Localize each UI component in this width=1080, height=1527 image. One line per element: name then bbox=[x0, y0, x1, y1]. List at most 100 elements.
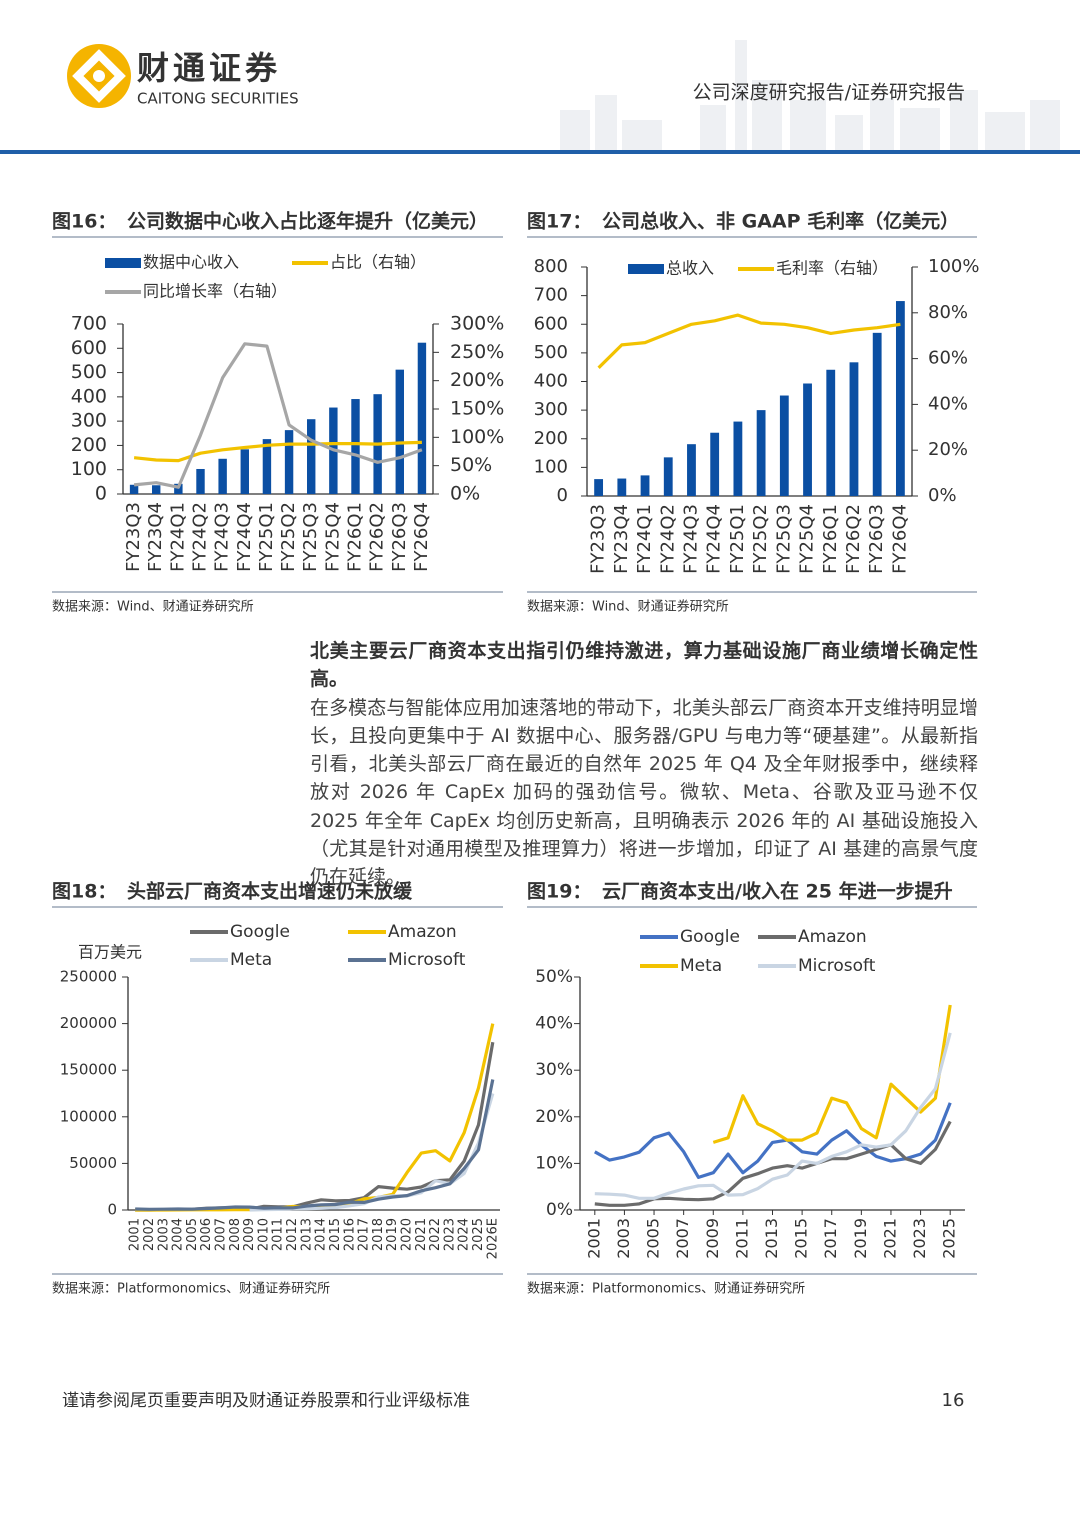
x-tick-label: 2025 bbox=[940, 1218, 959, 1259]
bar bbox=[129, 484, 139, 494]
x-tick-label: FY24Q3 bbox=[212, 502, 233, 572]
x-tick-label: FY24Q1 bbox=[634, 504, 655, 574]
x-tick-label: 2022 bbox=[428, 1218, 443, 1251]
y2-tick-label: 250% bbox=[450, 341, 504, 363]
y-tick-label: 800 bbox=[534, 256, 568, 277]
x-tick-label: FY25Q2 bbox=[278, 502, 299, 572]
logo-mark bbox=[67, 44, 131, 108]
x-tick-label: FY24Q3 bbox=[680, 504, 701, 574]
bar bbox=[826, 369, 836, 496]
bar bbox=[872, 332, 882, 496]
y-tick-label: 400 bbox=[71, 385, 107, 407]
bar bbox=[733, 421, 743, 496]
y2-tick-label: 300% bbox=[450, 313, 504, 335]
logo-en: CAITONG SECURITIES bbox=[137, 90, 299, 108]
bar bbox=[218, 458, 227, 494]
x-tick-label: 2019 bbox=[385, 1218, 400, 1251]
legend-swatch bbox=[105, 258, 141, 268]
body-heading: 北美主要云厂商资本支出指引仍维持激进，算力基础设施厂商业绩增长确定性高。 bbox=[310, 640, 978, 691]
x-tick-label: FY25Q3 bbox=[773, 504, 794, 574]
x-tick-label: FY24Q4 bbox=[704, 504, 725, 574]
x-tick-label: 2011 bbox=[271, 1218, 286, 1251]
figure-source: 数据来源：Wind、财通证券研究所 bbox=[527, 599, 729, 615]
bar bbox=[687, 444, 696, 496]
y2-tick-label: 0% bbox=[928, 485, 957, 506]
x-tick-label: 2025 bbox=[471, 1218, 486, 1251]
y2-tick-label: 80% bbox=[928, 302, 968, 323]
bar bbox=[240, 449, 249, 494]
legend-label: Amazon bbox=[388, 922, 457, 942]
x-tick-label: FY25Q1 bbox=[256, 502, 277, 572]
figure-label: 图17： bbox=[527, 211, 591, 233]
bar bbox=[710, 432, 720, 496]
y-tick-label: 50% bbox=[535, 967, 573, 987]
series-line bbox=[712, 1004, 952, 1144]
x-tick-label: 2013 bbox=[299, 1218, 314, 1251]
x-tick-label: 2009 bbox=[242, 1218, 257, 1251]
x-tick-label: FY25Q4 bbox=[322, 502, 343, 572]
x-tick-label: 2007 bbox=[214, 1218, 229, 1251]
y-tick-label: 250000 bbox=[60, 968, 117, 986]
page-number: 16 bbox=[942, 1390, 965, 1411]
y2-tick-label: 40% bbox=[928, 393, 968, 414]
bar bbox=[640, 475, 650, 496]
x-tick-label: FY26Q3 bbox=[389, 502, 410, 572]
x-tick-label: FY26Q2 bbox=[843, 504, 864, 574]
x-tick-label: 2020 bbox=[400, 1218, 415, 1251]
bar bbox=[196, 468, 205, 494]
bar bbox=[351, 399, 360, 494]
x-tick-label: 2013 bbox=[762, 1218, 781, 1259]
x-tick-label: FY26Q1 bbox=[345, 502, 366, 572]
legend-label: 总收入 bbox=[666, 259, 714, 278]
y-tick-label: 20% bbox=[535, 1107, 573, 1127]
x-tick-label: FY24Q4 bbox=[234, 502, 255, 572]
y-tick-label: 100 bbox=[534, 456, 568, 477]
bar bbox=[417, 342, 427, 494]
y-tick-label: 200 bbox=[534, 428, 568, 449]
legend-label: Amazon bbox=[798, 927, 867, 947]
bar bbox=[779, 395, 789, 496]
x-tick-label: 2012 bbox=[285, 1218, 300, 1251]
bar bbox=[307, 419, 316, 494]
x-tick-label: 2023 bbox=[910, 1218, 929, 1259]
x-tick-label: FY23Q3 bbox=[123, 502, 144, 572]
y-tick-label: 300 bbox=[534, 399, 568, 420]
x-tick-label: 2016 bbox=[342, 1218, 357, 1251]
x-tick-label: 2021 bbox=[414, 1218, 429, 1251]
figure-source: 数据来源：Platformonomics、财通证券研究所 bbox=[52, 1281, 330, 1297]
legend-label: Google bbox=[230, 922, 290, 942]
x-tick-label: 2014 bbox=[314, 1218, 329, 1251]
bar bbox=[849, 362, 859, 496]
legend-label: 毛利率（右轴） bbox=[776, 259, 888, 278]
x-tick-label: 2003 bbox=[156, 1218, 171, 1251]
x-tick-label: FY24Q1 bbox=[167, 502, 188, 572]
bar bbox=[284, 430, 294, 494]
figure-title: 云厂商资本支出/收入在 25 年进一步提升 bbox=[602, 880, 953, 903]
y-tick-label: 300 bbox=[71, 410, 107, 432]
legend-label: Microsoft bbox=[798, 956, 876, 976]
x-tick-label: 2008 bbox=[228, 1218, 243, 1251]
bar bbox=[594, 479, 604, 496]
y-tick-label: 500 bbox=[71, 361, 107, 383]
x-tick-label: 2017 bbox=[821, 1218, 840, 1259]
figure-source: 数据来源：Wind、财通证券研究所 bbox=[52, 599, 254, 615]
series-line bbox=[135, 1079, 495, 1211]
x-tick-label: 2005 bbox=[185, 1218, 200, 1251]
series-line bbox=[594, 1102, 952, 1179]
y-tick-label: 100000 bbox=[60, 1107, 117, 1125]
bar bbox=[174, 483, 183, 494]
x-tick-label: FY24Q2 bbox=[657, 504, 678, 574]
bar bbox=[152, 485, 161, 494]
x-tick-label: 2002 bbox=[142, 1218, 157, 1251]
footer-disclaimer: 谨请参阅尾页重要声明及财通证券股票和行业评级标准 bbox=[62, 1391, 470, 1411]
x-tick-label: 2017 bbox=[357, 1218, 372, 1251]
x-tick-label: 2001 bbox=[128, 1218, 143, 1251]
y2-tick-label: 60% bbox=[928, 348, 968, 369]
y2-tick-label: 150% bbox=[450, 398, 504, 420]
x-tick-label: 2004 bbox=[171, 1218, 186, 1251]
x-tick-label: FY25Q3 bbox=[300, 502, 321, 572]
x-tick-label: 2006 bbox=[199, 1218, 214, 1251]
skyline bbox=[560, 40, 1060, 152]
x-tick-label: FY24Q2 bbox=[190, 502, 211, 572]
